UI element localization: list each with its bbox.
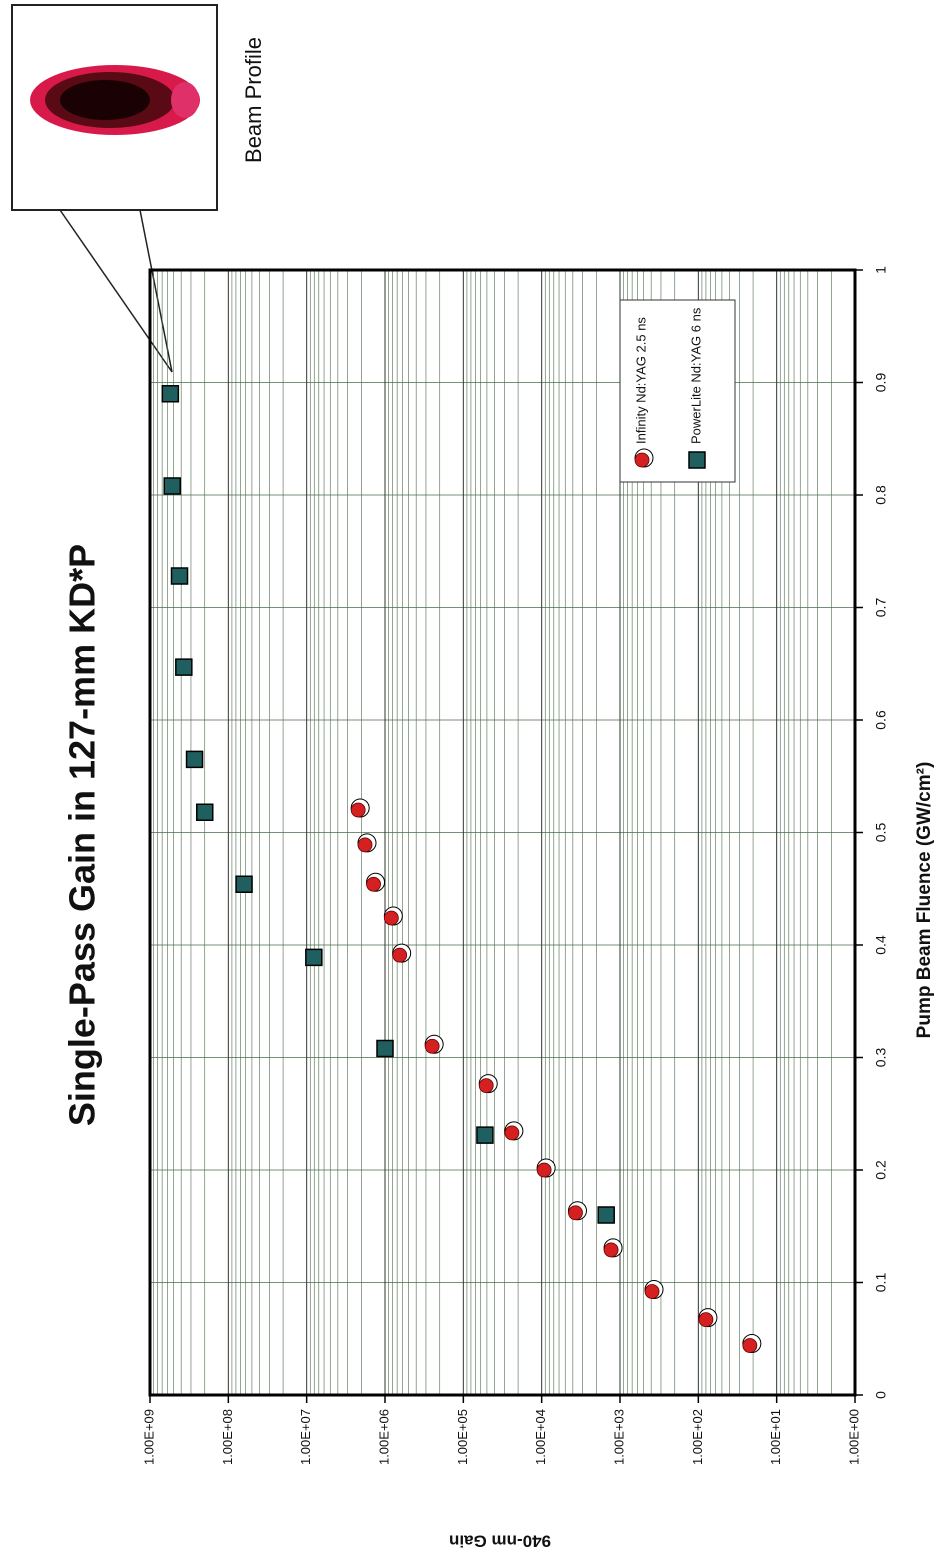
circle-marker xyxy=(603,1242,619,1258)
y-tick-label: 1.00E+09 xyxy=(141,1409,156,1465)
square-marker xyxy=(305,948,323,967)
square-marker xyxy=(170,567,189,585)
x-tick-label: 0.8 xyxy=(873,485,889,505)
x-tick-label: 0.1 xyxy=(873,1273,889,1293)
y-tick-label: 1.00E+08 xyxy=(220,1409,235,1465)
square-marker xyxy=(235,875,253,893)
chart-title: Single-Pass Gain in 127-mm KD*P xyxy=(62,544,103,1126)
x-tick-label: 0.5 xyxy=(873,823,889,843)
square-marker xyxy=(175,658,193,676)
square-marker xyxy=(185,750,204,769)
square-marker xyxy=(161,385,180,403)
beam-profile-inset xyxy=(11,4,218,373)
circle-marker xyxy=(742,1338,758,1353)
square-marker xyxy=(163,477,181,495)
x-tick-label: 0 xyxy=(873,1391,889,1399)
y-tick-label: 1.00E+01 xyxy=(768,1409,783,1465)
legend-label: Infinity Nd:YAG 2.5 ns xyxy=(633,317,648,444)
annotation: Beam Profile xyxy=(241,37,266,163)
circle-marker xyxy=(504,1125,520,1141)
circle-marker xyxy=(366,876,381,892)
x-tick-label: 0.3 xyxy=(873,1048,889,1068)
circle-marker xyxy=(392,947,408,963)
circle-marker xyxy=(634,452,650,468)
x-tick-label: 0.7 xyxy=(873,598,889,618)
square-marker xyxy=(376,1039,394,1058)
square-marker xyxy=(688,451,706,469)
y-axis-label: 940-nm Gain xyxy=(449,1532,551,1551)
circle-marker xyxy=(644,1284,660,1299)
x-axis-label: Pump Beam Fluence (GW/cm²) xyxy=(914,762,935,1039)
x-tick-label: 0.6 xyxy=(873,710,889,730)
y-tick-label: 1.00E+00 xyxy=(846,1409,861,1465)
legend-label: PowerLite Nd:YAG 6 ns xyxy=(688,307,703,444)
y-tick-label: 1.00E+04 xyxy=(533,1409,548,1465)
y-tick-label: 1.00E+05 xyxy=(455,1409,470,1465)
circle-marker xyxy=(536,1162,552,1178)
square-marker xyxy=(196,803,214,821)
x-tick-label: 0.4 xyxy=(873,935,889,955)
circle-marker xyxy=(350,802,366,818)
circle-marker xyxy=(383,910,399,926)
y-tick-label: 1.00E+03 xyxy=(611,1409,626,1465)
circle-marker xyxy=(424,1038,440,1054)
plot-frame xyxy=(148,268,857,1397)
circle-marker xyxy=(568,1205,583,1221)
x-tick-label: 1 xyxy=(873,266,889,274)
circle-marker xyxy=(357,837,373,853)
circle-marker xyxy=(698,1312,714,1328)
circle-marker xyxy=(478,1078,494,1094)
x-tick-label: 0.2 xyxy=(873,1160,889,1180)
y-tick-label: 1.00E+07 xyxy=(298,1409,313,1465)
x-tick-label: 0.9 xyxy=(873,373,889,393)
y-tick-label: 1.00E+06 xyxy=(376,1409,391,1465)
square-marker xyxy=(476,1126,494,1144)
square-marker xyxy=(597,1206,615,1224)
y-tick-label: 1.00E+02 xyxy=(690,1409,705,1465)
